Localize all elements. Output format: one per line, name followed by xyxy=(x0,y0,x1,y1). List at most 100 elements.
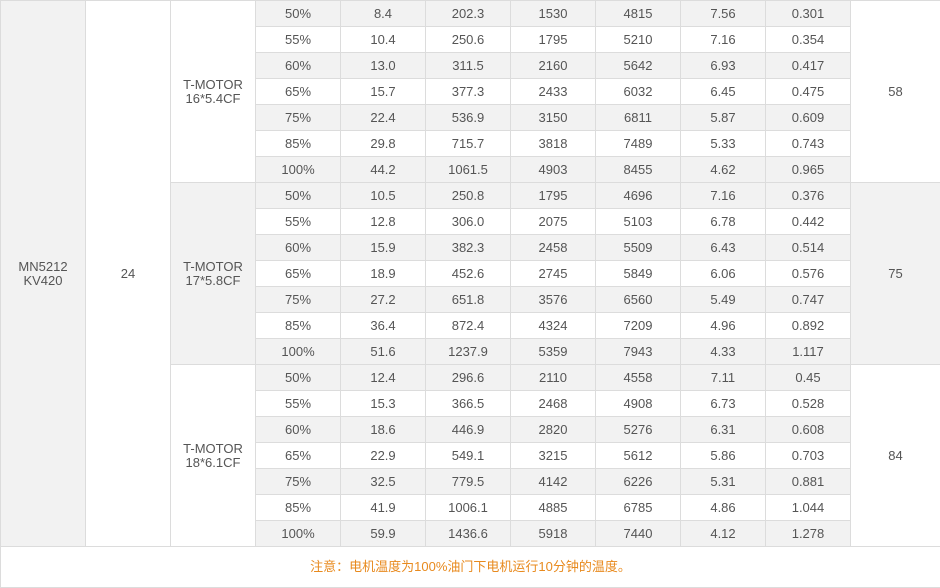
data-cell: 0.743 xyxy=(766,131,851,157)
data-cell: 27.2 xyxy=(341,287,426,313)
data-cell: 5509 xyxy=(596,235,681,261)
data-cell: 0.528 xyxy=(766,391,851,417)
data-cell: 2160 xyxy=(511,53,596,79)
data-cell: 36.4 xyxy=(341,313,426,339)
data-cell: 41.9 xyxy=(341,495,426,521)
data-cell: 5918 xyxy=(511,521,596,547)
data-cell: 7.56 xyxy=(681,1,766,27)
throttle-cell: 85% xyxy=(256,131,341,157)
data-cell: 0.442 xyxy=(766,209,851,235)
data-cell: 6.43 xyxy=(681,235,766,261)
data-cell: 5.49 xyxy=(681,287,766,313)
data-cell: 872.4 xyxy=(426,313,511,339)
data-cell: 6032 xyxy=(596,79,681,105)
temperature-cell: 58 xyxy=(851,1,940,183)
data-cell: 1.278 xyxy=(766,521,851,547)
data-cell: 5642 xyxy=(596,53,681,79)
data-cell: 51.6 xyxy=(341,339,426,365)
data-cell: 0.609 xyxy=(766,105,851,131)
temperature-cell: 75 xyxy=(851,183,940,365)
data-cell: 4815 xyxy=(596,1,681,27)
data-cell: 8455 xyxy=(596,157,681,183)
data-cell: 1.117 xyxy=(766,339,851,365)
data-cell: 6.31 xyxy=(681,417,766,443)
data-cell: 5.31 xyxy=(681,469,766,495)
data-cell: 0.301 xyxy=(766,1,851,27)
data-cell: 4558 xyxy=(596,365,681,391)
data-cell: 5359 xyxy=(511,339,596,365)
data-cell: 3818 xyxy=(511,131,596,157)
data-cell: 5612 xyxy=(596,443,681,469)
data-cell: 12.8 xyxy=(341,209,426,235)
data-cell: 0.608 xyxy=(766,417,851,443)
data-cell: 2458 xyxy=(511,235,596,261)
throttle-cell: 60% xyxy=(256,235,341,261)
data-cell: 12.4 xyxy=(341,365,426,391)
throttle-cell: 100% xyxy=(256,521,341,547)
data-cell: 15.3 xyxy=(341,391,426,417)
data-cell: 7943 xyxy=(596,339,681,365)
voltage-cell: 24 xyxy=(86,1,171,547)
data-cell: 22.4 xyxy=(341,105,426,131)
data-cell: 4903 xyxy=(511,157,596,183)
data-cell: 15.7 xyxy=(341,79,426,105)
data-cell: 4.12 xyxy=(681,521,766,547)
data-cell: 446.9 xyxy=(426,417,511,443)
data-cell: 0.881 xyxy=(766,469,851,495)
data-cell: 536.9 xyxy=(426,105,511,131)
data-cell: 6785 xyxy=(596,495,681,521)
propeller-line: 17*5.8CF xyxy=(186,273,241,288)
data-cell: 715.7 xyxy=(426,131,511,157)
data-cell: 6.73 xyxy=(681,391,766,417)
data-cell: 7209 xyxy=(596,313,681,339)
throttle-cell: 55% xyxy=(256,209,341,235)
data-cell: 6560 xyxy=(596,287,681,313)
data-cell: 377.3 xyxy=(426,79,511,105)
data-cell: 0.376 xyxy=(766,183,851,209)
data-cell: 2075 xyxy=(511,209,596,235)
data-cell: 18.9 xyxy=(341,261,426,287)
data-cell: 32.5 xyxy=(341,469,426,495)
data-cell: 3215 xyxy=(511,443,596,469)
throttle-cell: 65% xyxy=(256,261,341,287)
data-cell: 7.16 xyxy=(681,27,766,53)
propeller-line: T-MOTOR xyxy=(183,259,243,274)
data-cell: 5210 xyxy=(596,27,681,53)
data-cell: 4142 xyxy=(511,469,596,495)
throttle-cell: 55% xyxy=(256,391,341,417)
data-cell: 6.06 xyxy=(681,261,766,287)
data-cell: 0.45 xyxy=(766,365,851,391)
data-cell: 2433 xyxy=(511,79,596,105)
data-cell: 0.475 xyxy=(766,79,851,105)
motor-model-line: KV420 xyxy=(23,273,62,288)
data-cell: 366.5 xyxy=(426,391,511,417)
propeller-line: 18*6.1CF xyxy=(186,455,241,470)
data-cell: 7.16 xyxy=(681,183,766,209)
data-cell: 250.8 xyxy=(426,183,511,209)
data-cell: 2820 xyxy=(511,417,596,443)
data-cell: 44.2 xyxy=(341,157,426,183)
temperature-cell: 84 xyxy=(851,365,940,547)
data-cell: 5276 xyxy=(596,417,681,443)
temperature-note: 注意：电机温度为100%油门下电机运行10分钟的温度。 xyxy=(1,547,940,588)
data-cell: 10.5 xyxy=(341,183,426,209)
data-cell: 4908 xyxy=(596,391,681,417)
data-cell: 59.9 xyxy=(341,521,426,547)
data-cell: 3576 xyxy=(511,287,596,313)
throttle-cell: 75% xyxy=(256,105,341,131)
throttle-cell: 50% xyxy=(256,183,341,209)
data-cell: 1061.5 xyxy=(426,157,511,183)
data-cell: 18.6 xyxy=(341,417,426,443)
data-cell: 1436.6 xyxy=(426,521,511,547)
data-cell: 4.33 xyxy=(681,339,766,365)
data-cell: 6.78 xyxy=(681,209,766,235)
data-cell: 4885 xyxy=(511,495,596,521)
data-cell: 1530 xyxy=(511,1,596,27)
throttle-cell: 100% xyxy=(256,339,341,365)
data-cell: 1795 xyxy=(511,183,596,209)
